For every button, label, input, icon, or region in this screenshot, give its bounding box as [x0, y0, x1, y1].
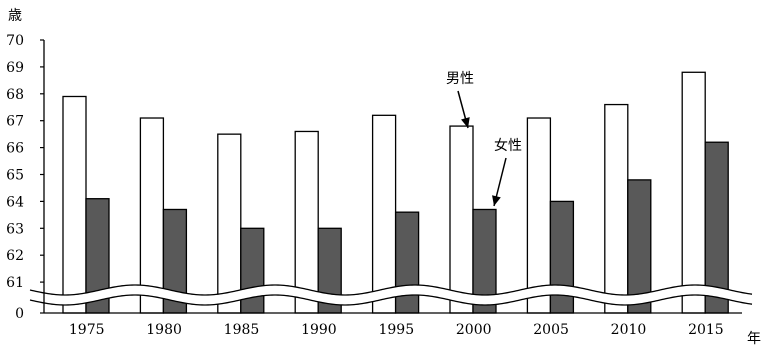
x-axis-unit-label: 年	[747, 331, 761, 346]
y-tick-label: 66	[6, 141, 24, 157]
arrow-male	[457, 90, 470, 129]
bar-male-1995	[371, 114, 397, 314]
y-tick-label: 67	[6, 114, 24, 130]
axis-break	[29, 284, 753, 306]
bar-female-1995	[394, 211, 420, 314]
x-tick-label: 2015	[688, 322, 724, 338]
y-tick-label: 69	[6, 60, 24, 76]
x-tick-label: 1985	[224, 322, 260, 338]
x-tick-label: 2000	[456, 322, 492, 338]
annotation-male: 男性	[446, 71, 474, 87]
bar-male-1990	[294, 130, 319, 314]
x-tick-label: 1995	[378, 322, 414, 338]
bar-male-1975	[62, 95, 87, 314]
y-tick-label: 63	[6, 221, 24, 237]
x-tick-label: 1990	[301, 322, 337, 338]
ticks-layer: 1975 1980 1985 1990 1995 2000 2005 2010 2015 70 69…	[6, 33, 724, 338]
y-tick-label: 64	[6, 194, 24, 210]
x-tick-label: 2010	[611, 322, 647, 338]
bar-male-2005	[526, 117, 552, 314]
bar-male-1980	[139, 117, 165, 314]
bar-male-2010	[604, 103, 629, 314]
y-tick-label: 70	[6, 33, 24, 49]
annotation-female: 女性	[494, 137, 522, 154]
y-tick-label: 65	[6, 168, 24, 184]
annotation-arrows	[457, 90, 507, 207]
y-tick-label: 68	[6, 87, 24, 103]
axes-layer	[43, 40, 742, 314]
x-tick-label: 1975	[69, 322, 105, 338]
axis-break-line-lower	[29, 294, 753, 306]
x-tick-label: 2005	[533, 322, 569, 338]
bars-layer	[62, 71, 729, 314]
axis-break-line-upper	[29, 284, 753, 296]
y-tick-label: 0	[15, 306, 24, 322]
y-tick-label: 62	[6, 248, 24, 264]
x-tick-label: 1980	[146, 322, 182, 338]
bar-female-1985	[240, 227, 265, 314]
arrow-female	[492, 157, 507, 207]
axis-break-band	[30, 285, 752, 305]
bar-male-2000	[449, 125, 474, 314]
bar-male-1985	[217, 133, 242, 314]
y-tick-label: 61	[6, 275, 24, 291]
bar-male-2015	[681, 71, 706, 314]
y-axis-unit-label: 歳	[8, 8, 22, 24]
